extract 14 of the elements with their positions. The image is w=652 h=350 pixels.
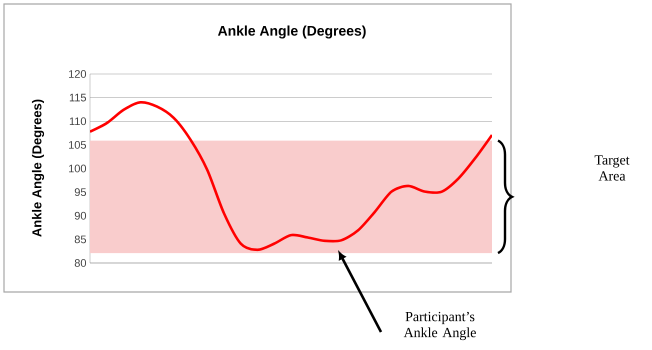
y-tick-label: 95 [74,188,86,196]
text: Target Area [594,155,630,181]
chart-title: Ankle Angle (Degrees) [218,25,366,39]
y-tick-label: 85 [74,236,86,244]
y-tick-label: 105 [69,141,86,149]
y-tick-label: 110 [70,117,86,126]
y-axis-title: Ankle Angle (Degrees) [32,100,44,237]
y-tick-label: 80 [74,259,86,267]
y-tick-label: 100 [69,164,86,172]
y-tick-label: 115 [70,94,86,102]
y-tick-label: 120 [69,70,86,78]
y-tick-label: 90 [74,212,86,220]
line-series [90,101,492,252]
text: Participant’s Ankle Angle [404,312,476,340]
